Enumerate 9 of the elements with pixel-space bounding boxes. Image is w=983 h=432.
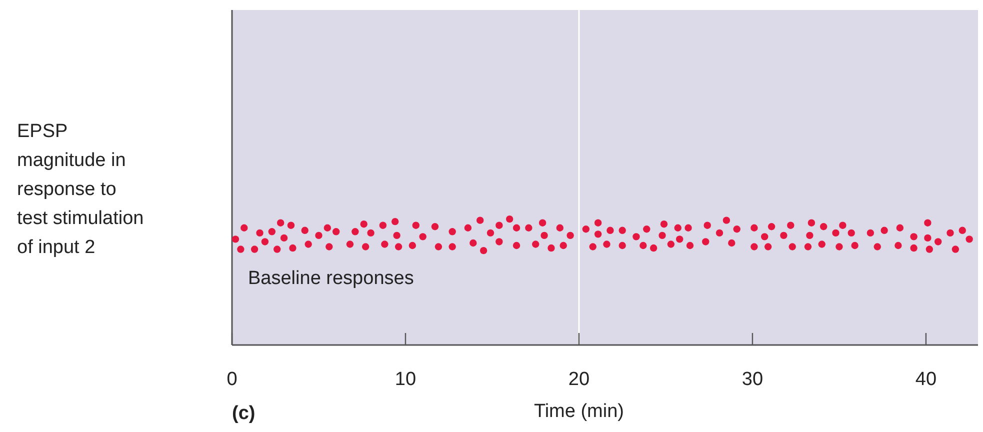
x-axis-title: Time (min) <box>534 401 624 422</box>
x-tick-label: 30 <box>742 369 764 390</box>
y-axis-title: EPSP magnitude in response to test stimulation of input 2 <box>17 121 144 258</box>
annotation: Baseline responses <box>248 268 414 289</box>
x-tick-label: 20 <box>568 369 590 390</box>
x-tick-label: 40 <box>915 369 937 390</box>
x-tick-label: 0 <box>226 369 238 390</box>
x-tick-label: 10 <box>394 369 416 390</box>
text: (c) <box>232 403 256 424</box>
